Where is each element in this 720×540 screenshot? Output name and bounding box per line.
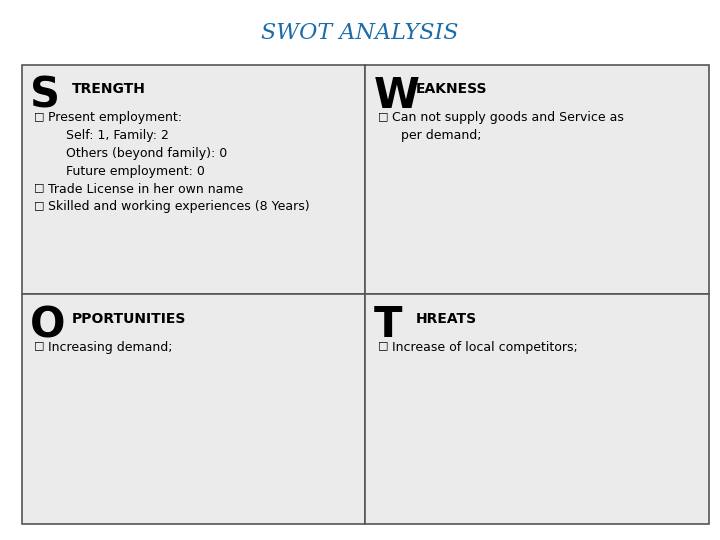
Bar: [22, 65, 365, 294]
Text: Self: 1, Family: 2: Self: 1, Family: 2: [58, 129, 168, 142]
Text: TRENGTH: TRENGTH: [72, 82, 146, 96]
Text: Skilled and working experiences (8 Years): Skilled and working experiences (8 Years…: [48, 200, 310, 213]
Text: SWOT ANALYSIS: SWOT ANALYSIS: [261, 22, 459, 44]
Text: Increase of local competitors;: Increase of local competitors;: [392, 341, 577, 354]
Bar: [365, 65, 709, 294]
Bar: [365, 294, 709, 524]
Text: per demand;: per demand;: [402, 129, 482, 142]
Text: □: □: [34, 111, 45, 122]
Text: Present employment:: Present employment:: [48, 111, 182, 124]
Text: Can not supply goods and Service as: Can not supply goods and Service as: [392, 111, 624, 124]
Text: HREATS: HREATS: [416, 312, 477, 326]
Text: □: □: [377, 111, 388, 122]
Bar: [22, 294, 365, 524]
Text: □: □: [34, 183, 45, 193]
Text: Trade License in her own name: Trade License in her own name: [48, 183, 243, 195]
Text: Increasing demand;: Increasing demand;: [48, 341, 173, 354]
Text: W: W: [374, 75, 420, 117]
Text: Others (beyond family): 0: Others (beyond family): 0: [58, 147, 227, 160]
Text: Future employment: 0: Future employment: 0: [58, 165, 204, 178]
Text: EAKNESS: EAKNESS: [416, 82, 487, 96]
Text: □: □: [377, 341, 388, 351]
Text: □: □: [34, 200, 45, 211]
Text: □: □: [34, 341, 45, 351]
Text: T: T: [374, 304, 402, 346]
Text: O: O: [30, 304, 66, 346]
Text: PPORTUNITIES: PPORTUNITIES: [72, 312, 186, 326]
Text: S: S: [30, 75, 60, 117]
